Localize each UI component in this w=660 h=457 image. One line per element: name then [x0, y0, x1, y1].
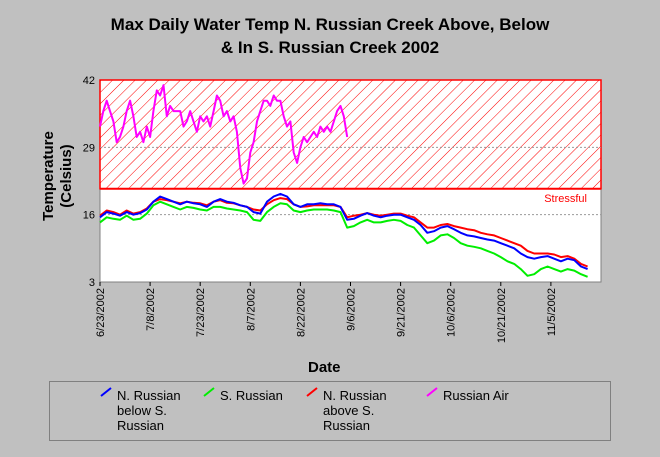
stress-label: Stressful — [544, 193, 587, 205]
legend-swatch-above — [306, 387, 318, 397]
y-tick-label: 16 — [83, 210, 95, 222]
legend-label-line: S. Russian — [220, 388, 283, 403]
chart-title-line1: Max Daily Water Temp N. Russian Creek Ab… — [110, 15, 550, 34]
legend-label-line: Russian — [117, 418, 164, 433]
y-tick-label: 29 — [83, 142, 95, 154]
x-tick-label: 6/23/2002 — [95, 288, 107, 337]
legend: N. Russian below S. Russian S. Russian N. Ru… — [49, 381, 611, 441]
legend-swatch-line — [426, 387, 438, 397]
legend-label: Russian Air — [443, 388, 543, 403]
legend-label-line: N. Russian — [117, 388, 181, 403]
legend-swatch-below — [100, 387, 112, 397]
x-axis-label: Date — [308, 359, 341, 376]
stress-zone — [99, 79, 602, 190]
x-tick-label: 8/22/2002 — [295, 288, 307, 337]
legend-label-line: below S. — [117, 403, 167, 418]
legend-swatch-line — [306, 387, 318, 397]
legend-swatch-line — [100, 387, 112, 397]
x-tick-label: 9/21/2002 — [396, 288, 408, 337]
x-tick-label: 7/8/2002 — [145, 288, 157, 331]
legend-label-line: Russian Air — [443, 388, 509, 403]
x-tick-label: 10/21/2002 — [496, 288, 508, 343]
x-tick-label: 11/5/2002 — [546, 288, 558, 336]
x-tick-label: 7/23/2002 — [195, 288, 207, 337]
y-tick-label: 42 — [83, 75, 95, 87]
series-line-air — [99, 84, 349, 185]
legend-swatch-air — [426, 387, 438, 397]
legend-label: N. Russian above S. Russian — [323, 388, 423, 433]
legend-label-line: above S. — [323, 403, 375, 418]
y-tick-label: 3 — [89, 277, 95, 289]
legend-label-line: Russian — [323, 418, 370, 433]
legend-swatch-line — [203, 387, 215, 397]
legend-label: S. Russian — [220, 388, 320, 403]
series-line-sruss — [99, 200, 588, 278]
x-tick-label: 8/7/2002 — [245, 288, 257, 331]
legend-swatch-sruss — [203, 387, 215, 397]
x-tick-label: 10/6/2002 — [446, 288, 458, 337]
x-tick-label: 9/6/2002 — [346, 288, 358, 331]
legend-label: N. Russian below S. Russian — [117, 388, 217, 433]
legend-label-line: N. Russian — [323, 388, 387, 403]
series-line-below — [99, 192, 588, 271]
chart-title-line2: & In S. Russian Creek 2002 — [220, 38, 440, 57]
